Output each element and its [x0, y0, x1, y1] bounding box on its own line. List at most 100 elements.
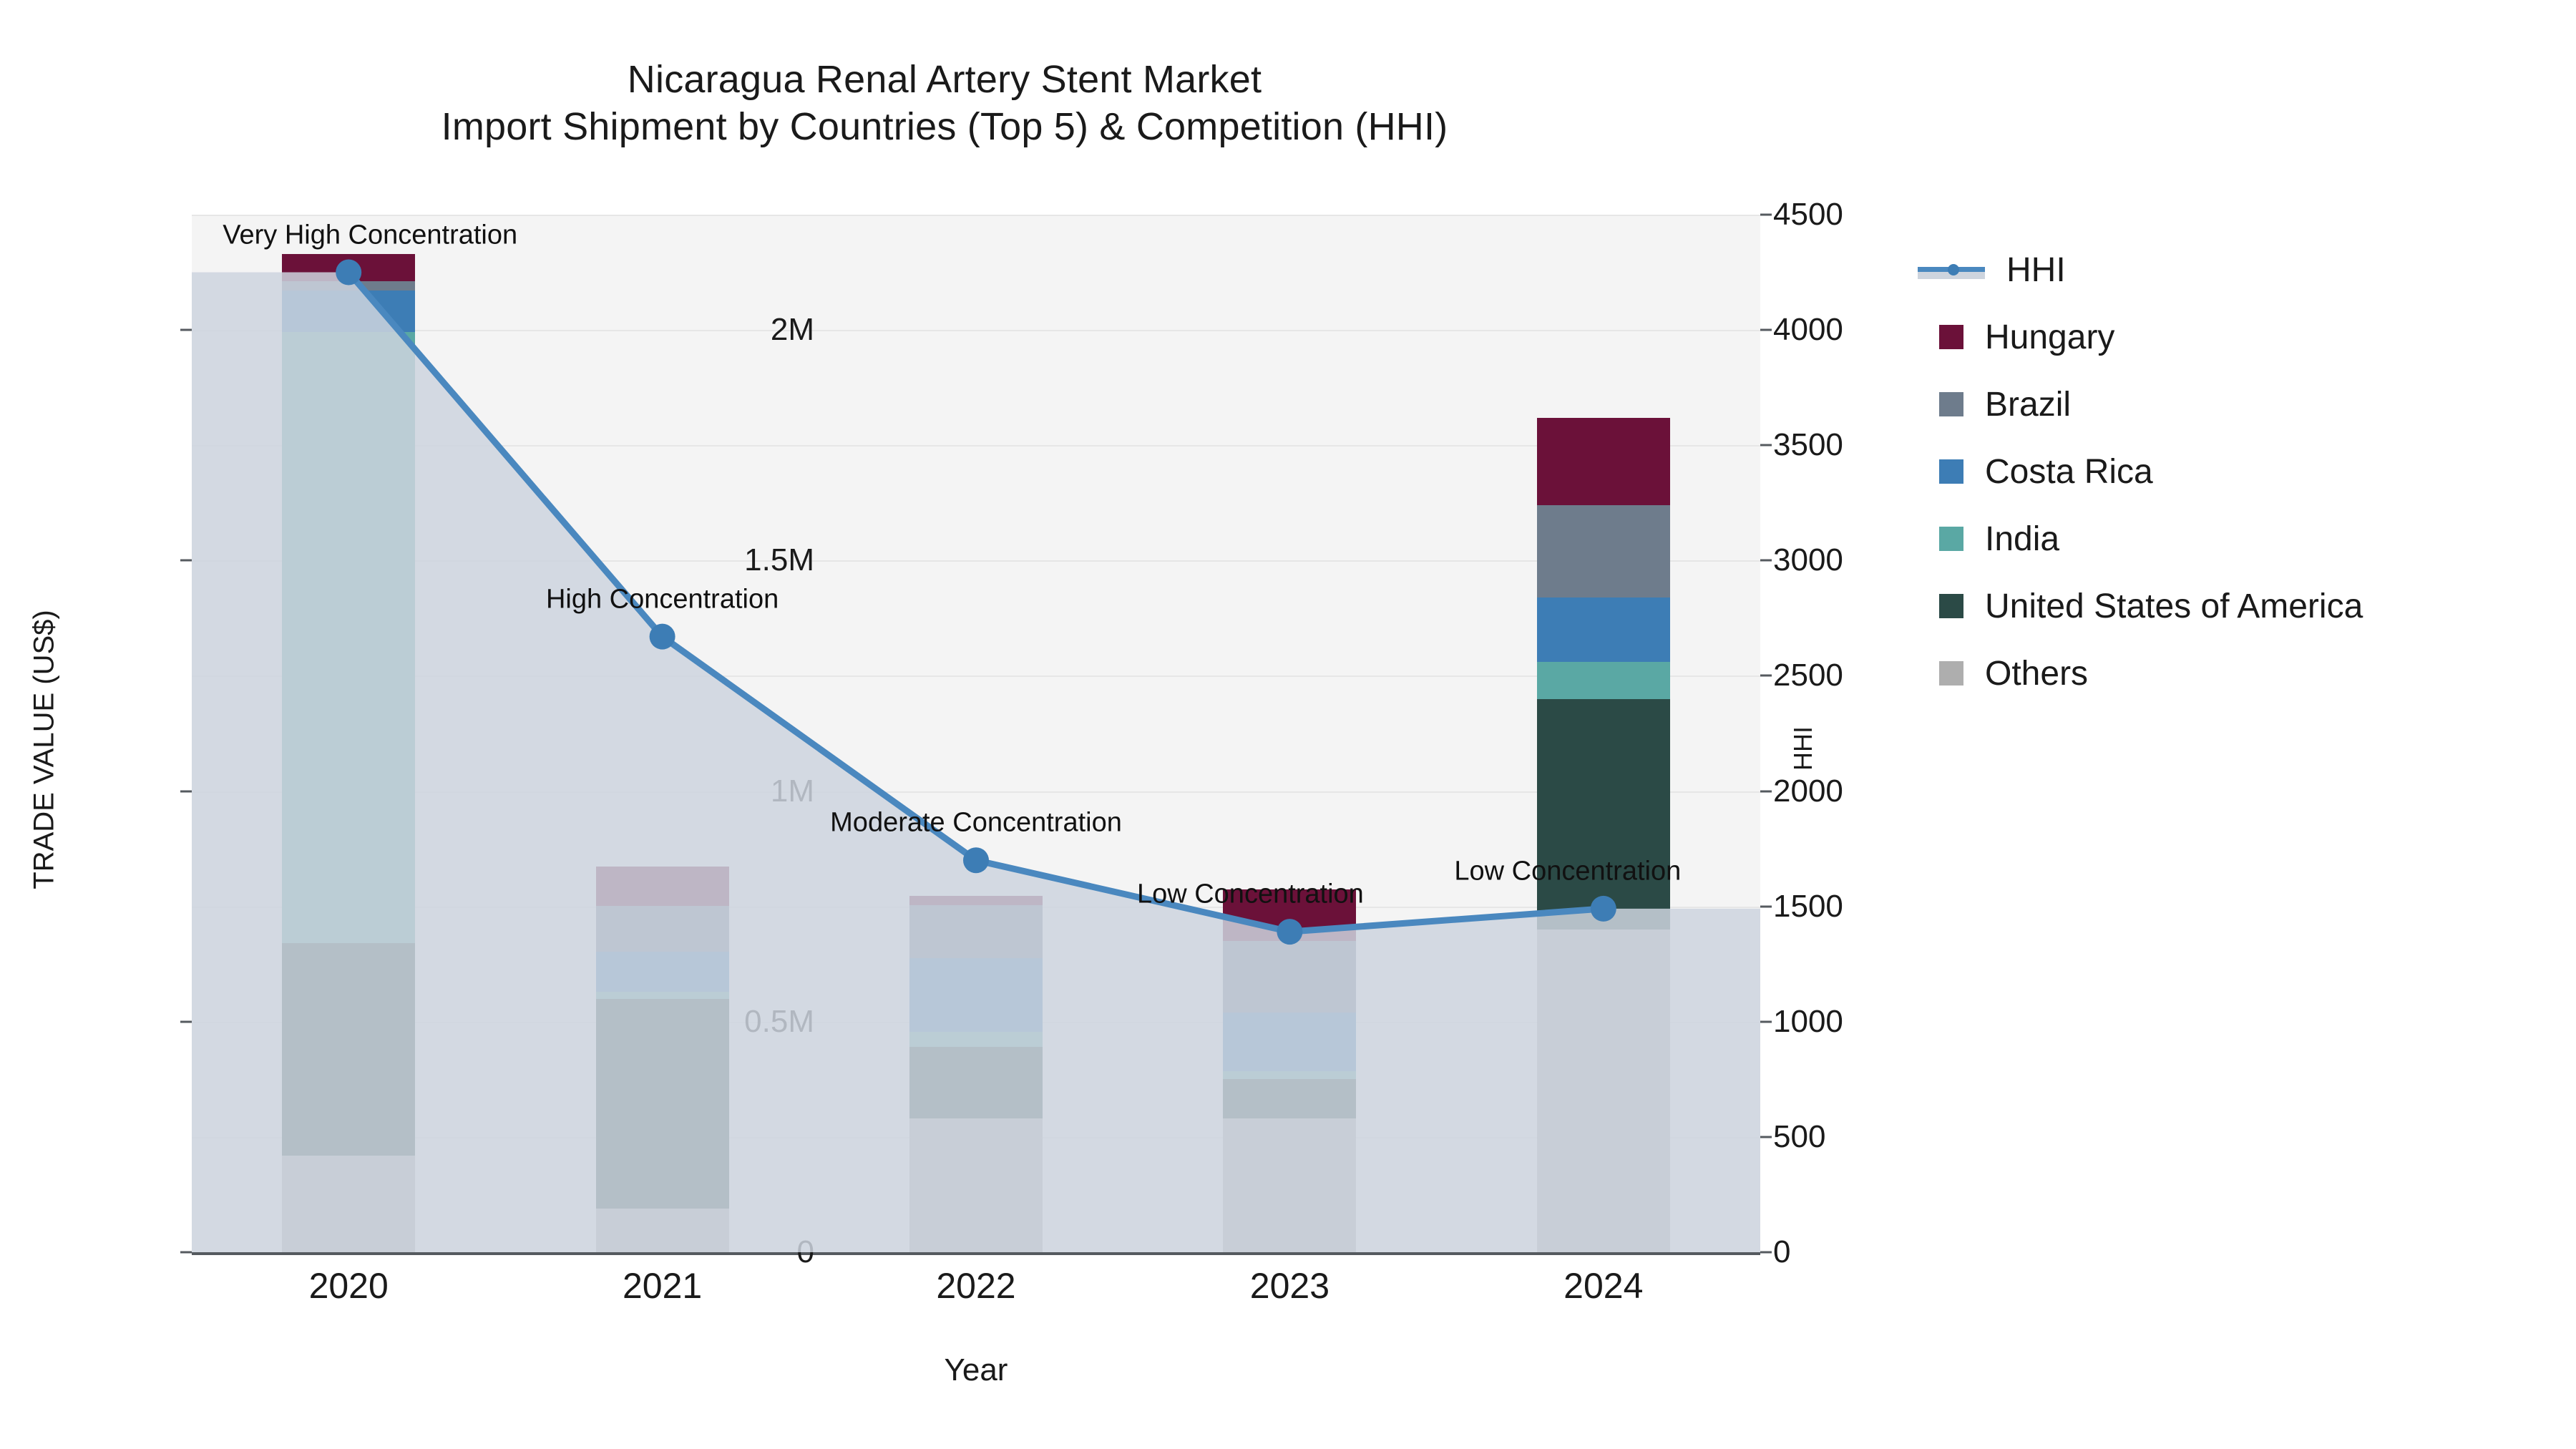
- legend-item[interactable]: Brazil: [1939, 371, 2363, 438]
- y-axis-left-tick-label: 2M: [770, 312, 814, 348]
- x-axis-tick-label: 2022: [936, 1266, 1016, 1306]
- y-axis-right-tick-label: 1000: [1773, 1003, 1843, 1039]
- y-axis-left-tick-mark: [180, 790, 192, 793]
- legend-item[interactable]: India: [1939, 505, 2363, 572]
- bar-segment[interactable]: [1223, 1079, 1357, 1119]
- y-axis-right-tick-mark: [1760, 1020, 1772, 1023]
- bar-segment[interactable]: [1223, 1012, 1357, 1072]
- chart-title-line-2: Import Shipment by Countries (Top 5) & C…: [441, 105, 1448, 148]
- bar-segment[interactable]: [909, 957, 1043, 1032]
- y-axis-right-tick-mark: [1760, 559, 1772, 562]
- plot-area: [192, 215, 1760, 1254]
- bar-segment[interactable]: [1536, 929, 1670, 1252]
- legend: HHI Hungary Brazil Costa Rica India United St…: [1918, 236, 2363, 707]
- y-axis-left-tick-label: 1.5M: [744, 542, 814, 578]
- legend-color-swatch: [1939, 527, 1963, 551]
- bar-segment[interactable]: [282, 281, 416, 291]
- bar-segment[interactable]: [909, 1047, 1043, 1119]
- concentration-annotation: Very High Concentration: [223, 220, 518, 250]
- legend-item[interactable]: Hungary: [1939, 303, 2363, 371]
- y-axis-right-tick-label: 3000: [1773, 542, 1843, 578]
- bar-segment[interactable]: [595, 867, 729, 906]
- y-axis-right-tick-mark: [1760, 213, 1772, 216]
- x-axis-tick-label: 2024: [1563, 1266, 1644, 1306]
- legend-color-swatch: [1939, 594, 1963, 618]
- bar-segment[interactable]: [282, 253, 416, 282]
- concentration-annotation: Moderate Concentration: [830, 807, 1122, 838]
- legend-item[interactable]: United States of America: [1939, 572, 2363, 640]
- legend-item[interactable]: Costa Rica: [1939, 438, 2363, 505]
- y-axis-left-tick-mark: [180, 1251, 192, 1254]
- y-axis-right-tick-label: 4500: [1773, 197, 1843, 232]
- y-axis-left-tick-label: 1M: [770, 773, 814, 809]
- gridline: [192, 675, 1760, 678]
- legend-item-label: Others: [1985, 654, 2089, 693]
- legend-color-swatch: [1939, 325, 1963, 349]
- y-axis-right-label: HHI: [1788, 726, 1818, 771]
- bar-segment[interactable]: [1223, 941, 1357, 1013]
- y-axis-right-tick-mark: [1760, 674, 1772, 677]
- bar-segment[interactable]: [909, 904, 1043, 958]
- y-axis-right-tick-label: 0: [1773, 1234, 1791, 1269]
- bar-segment[interactable]: [282, 1155, 416, 1252]
- bar-segment[interactable]: [595, 991, 729, 999]
- gridline: [192, 445, 1760, 447]
- bar-segment[interactable]: [1536, 597, 1670, 663]
- bar-segment[interactable]: [909, 1031, 1043, 1048]
- y-axis-left-label: TRADE VALUE (US$): [28, 610, 60, 889]
- y-axis-right-tick-label: 4000: [1773, 312, 1843, 348]
- gridline: [192, 791, 1760, 793]
- y-axis-right-tick-mark: [1760, 1251, 1772, 1254]
- bar-segment[interactable]: [1223, 1071, 1357, 1080]
- gridline: [192, 560, 1760, 562]
- concentration-annotation: High Concentration: [545, 584, 779, 615]
- bar-segment[interactable]: [1536, 417, 1670, 505]
- x-axis-tick-label: 2021: [622, 1266, 703, 1306]
- x-axis-label: Year: [944, 1352, 1008, 1387]
- y-axis-right-tick-mark: [1760, 328, 1772, 331]
- bar-segment[interactable]: [1536, 662, 1670, 699]
- legend-item-label: HHI: [2006, 250, 2066, 289]
- concentration-annotation: Low Concentration: [1136, 879, 1364, 909]
- bar-segment[interactable]: [1223, 1118, 1357, 1252]
- bar-segment[interactable]: [595, 951, 729, 992]
- y-axis-right-tick-label: 500: [1773, 1118, 1826, 1154]
- y-axis-left-tick-mark: [180, 328, 192, 331]
- bar-segment[interactable]: [1536, 698, 1670, 930]
- y-axis-right-tick-mark: [1760, 444, 1772, 447]
- bar-segment[interactable]: [282, 291, 416, 333]
- y-axis-left-tick-mark: [180, 559, 192, 562]
- chart-title-line-1: Nicaragua Renal Artery Stent Market: [627, 58, 1262, 101]
- chart-title-block: Nicaragua Renal Artery Stent Market Impo…: [0, 56, 1889, 150]
- y-axis-right-tick-mark: [1760, 905, 1772, 908]
- legend-item-label: Costa Rica: [1985, 452, 2153, 491]
- bar-segment[interactable]: [909, 1118, 1043, 1252]
- y-axis-left-tick-label: 0.5M: [744, 1003, 814, 1039]
- x-axis-tick-label: 2020: [308, 1266, 389, 1306]
- y-axis-right-tick-label: 3500: [1773, 427, 1843, 463]
- bar-segment[interactable]: [282, 943, 416, 1156]
- legend-item[interactable]: HHI: [1918, 236, 2363, 303]
- x-axis-tick-label: 2023: [1249, 1266, 1330, 1306]
- legend-item[interactable]: Others: [1939, 640, 2363, 707]
- concentration-annotation: Low Concentration: [1454, 856, 1682, 887]
- gridline: [192, 215, 1760, 216]
- legend-color-swatch: [1939, 392, 1963, 416]
- y-axis-right-tick-label: 2000: [1773, 773, 1843, 809]
- legend-color-swatch: [1939, 459, 1963, 484]
- bar-segment[interactable]: [282, 332, 416, 944]
- legend-marker-dot-icon: [1948, 264, 1959, 275]
- y-axis-right-tick-label: 1500: [1773, 888, 1843, 924]
- y-axis-right-tick-label: 2500: [1773, 658, 1843, 693]
- bar-segment[interactable]: [595, 906, 729, 952]
- y-axis-right-tick-mark: [1760, 790, 1772, 793]
- legend-item-label: United States of America: [1985, 587, 2363, 625]
- y-axis-left-tick-mark: [180, 1020, 192, 1023]
- gridline: [192, 330, 1760, 332]
- legend-color-swatch: [1939, 661, 1963, 686]
- y-axis-right-tick-mark: [1760, 1136, 1772, 1138]
- legend-item-label: Brazil: [1985, 385, 2072, 424]
- bar-segment[interactable]: [909, 896, 1043, 905]
- legend-line-marker-icon: [1918, 258, 1985, 282]
- bar-segment[interactable]: [1536, 505, 1670, 597]
